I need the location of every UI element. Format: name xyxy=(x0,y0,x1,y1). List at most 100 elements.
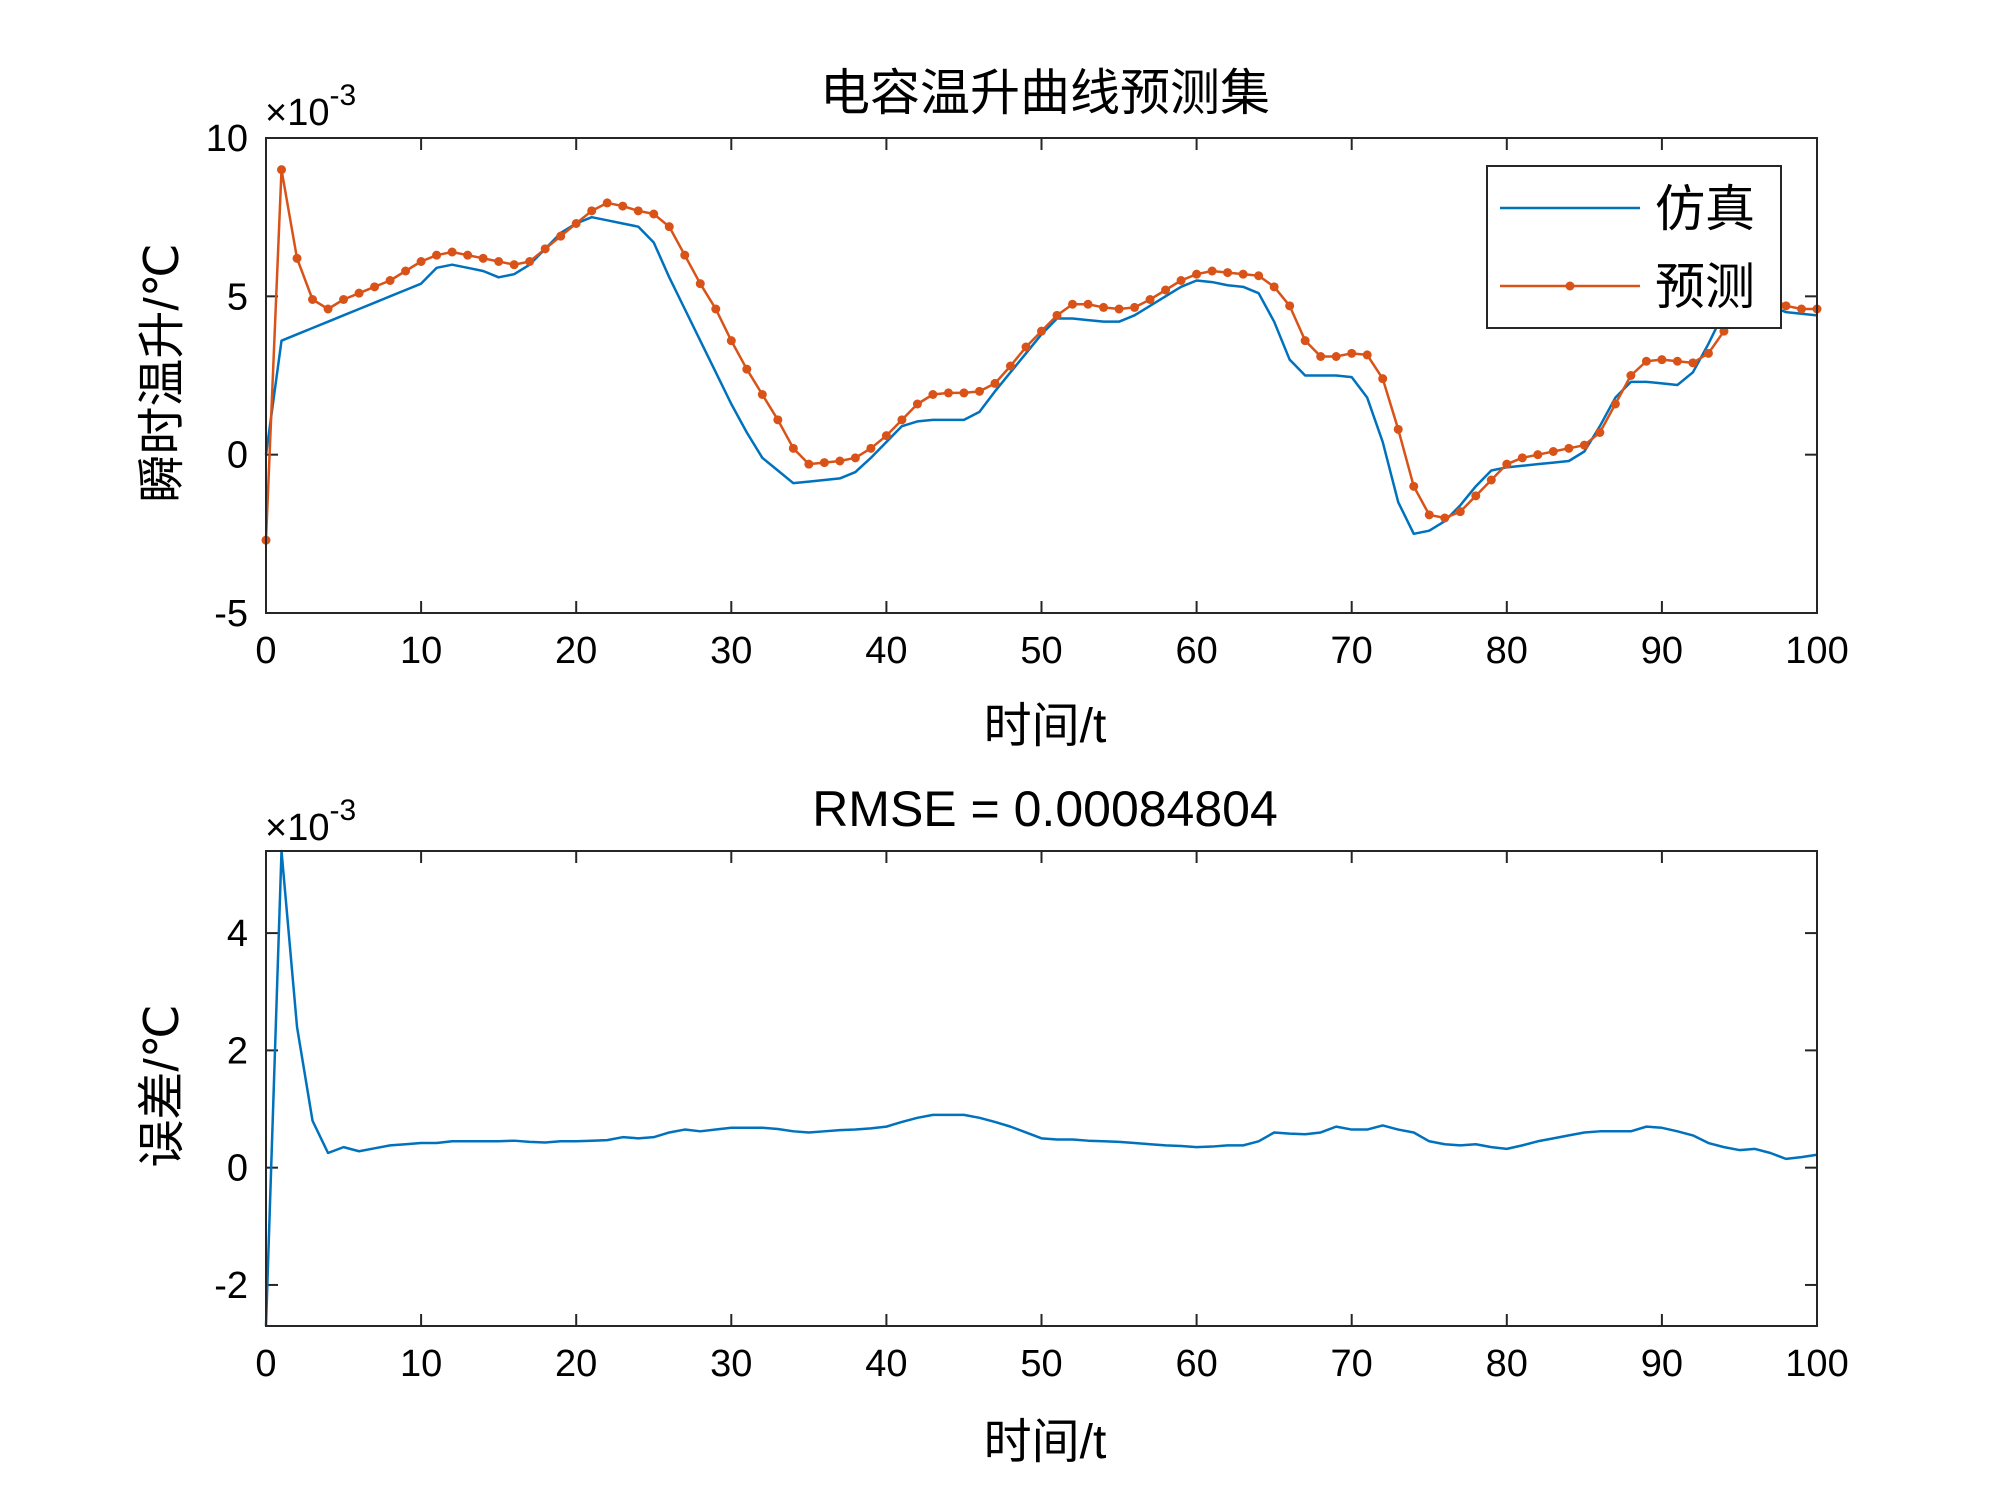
prediction-plot-point-prediction xyxy=(1145,295,1155,304)
error-plot-xtick-label: 100 xyxy=(1785,1343,1848,1385)
prediction-plot-point-prediction xyxy=(1471,491,1481,501)
prediction-plot-point-prediction xyxy=(1068,299,1078,309)
prediction-plot-point-prediction xyxy=(804,459,814,469)
prediction-plot-point-prediction xyxy=(1672,356,1682,366)
prediction-plot-point-prediction xyxy=(633,206,643,216)
prediction-plot-ytick-label: 5 xyxy=(227,276,248,318)
prediction-plot-point-prediction xyxy=(912,399,922,409)
prediction-plot-point-prediction xyxy=(1502,459,1512,469)
prediction-plot-point-prediction xyxy=(1238,269,1248,279)
prediction-plot-point-prediction xyxy=(540,244,550,254)
prediction-plot-point-prediction xyxy=(1641,356,1651,366)
prediction-plot-xtick-label: 70 xyxy=(1331,630,1373,672)
prediction-plot-point-prediction xyxy=(1130,302,1140,312)
error-plot-xtick-label: 80 xyxy=(1486,1343,1528,1385)
error-plot-xtick-label: 60 xyxy=(1175,1343,1217,1385)
error-plot-title: RMSE = 0.00084804 xyxy=(812,781,1278,837)
prediction-plot-point-prediction xyxy=(323,304,333,314)
prediction-plot-point-prediction xyxy=(432,250,442,260)
prediction-plot-xtick-label: 60 xyxy=(1175,630,1217,672)
prediction-plot-xtick-label: 100 xyxy=(1785,630,1848,672)
prediction-plot-ytick-label: -5 xyxy=(214,593,248,635)
prediction-plot-point-prediction xyxy=(416,257,426,266)
prediction-plot-point-prediction xyxy=(1548,447,1558,456)
prediction-plot-point-prediction xyxy=(1688,358,1698,368)
prediction-plot-point-prediction xyxy=(695,279,705,289)
prediction-plot-point-prediction xyxy=(928,390,938,399)
prediction-plot-point-prediction xyxy=(1037,326,1046,336)
prediction-plot-point-prediction xyxy=(1424,510,1434,520)
prediction-plot-point-prediction xyxy=(1564,443,1574,453)
prediction-plot: 电容温升曲线预测集 瞬时温升/℃ 时间/t ×10-3 0 10 20 30 40 50 6… xyxy=(136,65,1849,753)
prediction-plot-title: 电容温升曲线预测集 xyxy=(820,65,1270,121)
prediction-plot-point-prediction xyxy=(1269,282,1279,292)
prediction-plot-point-prediction xyxy=(974,386,984,396)
prediction-plot-point-prediction xyxy=(571,219,581,228)
prediction-plot-point-prediction xyxy=(1254,271,1264,281)
prediction-plot-point-prediction xyxy=(587,206,597,216)
error-plot-xtick-label: 0 xyxy=(255,1343,276,1385)
legend-box xyxy=(1486,165,1782,329)
error-plot-ylabel: 误差/℃ xyxy=(136,1004,189,1167)
prediction-plot-point-prediction xyxy=(1052,310,1062,320)
prediction-plot-xtick-label: 40 xyxy=(865,630,907,672)
prediction-plot-point-prediction xyxy=(1595,428,1605,437)
prediction-plot-xtick-label: 0 xyxy=(255,630,276,672)
prediction-plot-point-prediction xyxy=(1533,450,1543,460)
error-plot-xtick-label: 50 xyxy=(1020,1343,1062,1385)
prediction-plot-point-prediction xyxy=(680,250,690,260)
error-plot-frame xyxy=(265,850,1818,1327)
prediction-plot-point-prediction xyxy=(866,443,876,453)
prediction-plot-point-prediction xyxy=(494,257,504,266)
legend: 仿真 预测 xyxy=(1486,165,1782,329)
error-plot-ytick-label: 0 xyxy=(227,1148,248,1190)
error-plot: RMSE = 0.00084804 误差/℃ 时间/t ×10-3 0 10 20 3… xyxy=(136,781,1849,1469)
prediction-plot-ylabel: 瞬时温升/℃ xyxy=(136,243,189,502)
prediction-plot-point-prediction xyxy=(1300,336,1310,346)
prediction-plot-xtick-label: 30 xyxy=(710,630,752,672)
prediction-plot-point-prediction xyxy=(1579,440,1589,450)
prediction-plot-point-prediction xyxy=(463,250,473,260)
prediction-plot-point-prediction xyxy=(1657,355,1667,365)
prediction-plot-point-prediction xyxy=(401,266,411,276)
prediction-plot-point-prediction xyxy=(990,378,1000,388)
prediction-plot-point-prediction xyxy=(1378,374,1388,384)
prediction-plot-point-prediction xyxy=(1223,268,1233,278)
legend-label-prediction: 预测 xyxy=(1655,259,1755,315)
prediction-plot-point-prediction xyxy=(773,415,783,425)
prediction-plot-point-prediction xyxy=(525,257,535,266)
prediction-plot-y-scale: ×10-3 xyxy=(265,79,356,134)
prediction-plot-point-prediction xyxy=(881,431,891,441)
error-plot-xtick-label: 20 xyxy=(555,1343,597,1385)
prediction-plot-point-prediction xyxy=(1362,350,1372,360)
prediction-plot-point-prediction xyxy=(277,165,287,175)
prediction-plot-point-prediction xyxy=(478,253,488,263)
prediction-plot-point-prediction xyxy=(602,198,612,208)
error-plot-ytick-label: 4 xyxy=(227,913,248,955)
error-plot-xtick-label: 70 xyxy=(1331,1343,1373,1385)
prediction-plot-point-prediction xyxy=(354,288,364,298)
prediction-plot-ytick-label: 0 xyxy=(227,435,248,477)
prediction-plot-point-prediction xyxy=(1440,513,1450,523)
legend-label-simulation: 仿真 xyxy=(1655,181,1755,237)
prediction-plot-point-prediction xyxy=(447,247,457,257)
prediction-plot-point-prediction xyxy=(1409,481,1419,491)
prediction-plot-point-prediction xyxy=(664,222,674,232)
legend-marker-prediction xyxy=(1565,281,1575,291)
prediction-plot-point-prediction xyxy=(1517,453,1527,463)
prediction-plot-point-prediction xyxy=(1626,371,1636,380)
prediction-plot-point-prediction xyxy=(1347,348,1357,358)
prediction-plot-point-prediction xyxy=(1610,399,1620,409)
error-plot-xtick-label: 90 xyxy=(1641,1343,1683,1385)
prediction-plot-xtick-label: 20 xyxy=(555,630,597,672)
prediction-plot-point-prediction xyxy=(370,282,380,292)
prediction-plot-point-prediction xyxy=(850,453,860,463)
prediction-plot-point-prediction xyxy=(509,260,519,270)
prediction-plot-point-prediction xyxy=(726,336,736,346)
prediction-plot-point-prediction xyxy=(1285,301,1295,311)
error-plot-lines xyxy=(264,849,1818,1327)
prediction-plot-xlabel: 时间/t xyxy=(984,700,1107,753)
prediction-plot-point-prediction xyxy=(757,390,767,399)
